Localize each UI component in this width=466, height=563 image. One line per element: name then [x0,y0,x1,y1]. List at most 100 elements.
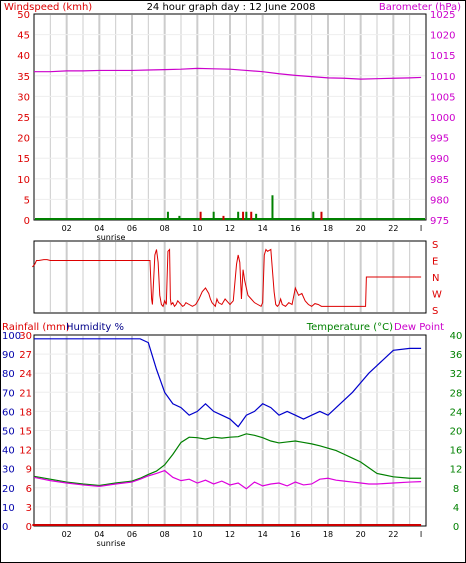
windspeed-bar [245,211,248,220]
barometer-tick-label: 985 [430,175,449,186]
windspeed-axis-label: Windspeed (kmh) [4,2,92,13]
humidity-tick-label: 30 [2,465,15,476]
direction-tick-label: N [432,273,439,284]
windspeed-bar [312,211,315,220]
x-tick-label: 10 [192,224,202,233]
humidity-tick-label: 70 [2,388,15,399]
x-tick-label: 04 [94,530,104,539]
direction-tick-label: W [432,290,442,301]
rainfall-tick-label: 24 [19,369,32,380]
barometer-tick-label: 1010 [430,72,455,83]
windspeed-tick-label: 20 [17,134,30,145]
x-tick-label: 18 [323,224,333,233]
humidity-tick-label: 50 [2,427,15,438]
temperature-tick-label: 28 [450,388,463,399]
sunrise-label-bottom: sunrise [97,539,126,548]
barometer-tick-label: 980 [430,195,449,206]
rainfall-tick-label: 3 [26,503,32,514]
x-tick-label: 16 [290,224,300,233]
x-tick-label: 08 [160,530,170,539]
barometer-tick-label: 1000 [430,113,455,124]
barometer-axis-label: Barometer (hPa) [379,2,461,13]
rainfall-tick-label: 21 [19,388,32,399]
windspeed-tick-label: 30 [17,92,30,103]
gust-bar [250,211,253,220]
temperature-tick-label: 36 [450,350,463,361]
rainfall-tick-label: 0 [26,522,32,533]
temperature-tick-label: 4 [453,503,459,514]
humidity-tick-label: 10 [2,503,15,514]
direction-tick-label: E [432,257,438,268]
windspeed-tick-label: 50 [17,10,30,21]
windspeed-tick-label: 5 [24,195,30,206]
barometer-line [34,67,422,80]
dew-point-axis-label: Dew Point [394,322,444,333]
x-tick-label: 10 [192,530,202,539]
temperature-axis-label: Temperature (°C) [306,322,393,333]
direction-tick-label: S [432,306,438,317]
gust-bar [222,215,225,220]
barometer-tick-label: 975 [430,216,449,227]
barometer-tick-label: 995 [430,134,449,145]
temperature-tick-label: 24 [450,407,463,418]
dew-point-line [33,469,422,490]
barometer-tick-label: 1020 [430,31,455,42]
x-tick-label: 20 [356,530,366,539]
sunrise-label-top: sunrise [97,233,126,242]
temperature-tick-label: 32 [450,369,463,380]
windspeed-tick-label: 45 [17,31,30,42]
rainfall-tick-label: 30 [19,331,32,342]
humidity-tick-label: 100 [2,331,21,342]
humidity-tick-label: 80 [2,369,15,380]
x-tick-label: 04 [94,224,104,233]
windspeed-bar [212,211,215,220]
temperature-tick-label: 16 [450,446,463,457]
rainfall-tick-label: 27 [19,350,32,361]
temperature-tick-label: 40 [450,331,463,342]
x-tick-label: 14 [258,224,268,233]
x-tick-label: I [420,530,422,539]
gust-bar [199,211,202,220]
x-tick-label: 22 [388,224,398,233]
rainfall-axis-label: Rainfall (mm) [2,322,70,333]
barometer-tick-label: 1005 [430,92,455,103]
rainfall-tick-label: 9 [26,465,32,476]
humidity-tick-label: 0 [2,522,8,533]
windspeed-bar [255,213,258,220]
x-tick-label: 18 [323,530,333,539]
rainfall-tick-label: 15 [19,427,32,438]
temperature-tick-label: 12 [450,465,463,476]
windspeed-tick-label: 15 [17,154,30,165]
chart-title: 24 hour graph day : 12 June 2008 [147,2,316,13]
humidity-line [34,338,422,428]
windspeed-tick-label: 35 [17,72,30,83]
x-tick-label: 06 [127,224,137,233]
rainfall-tick-label: 18 [19,407,32,418]
temperature-line [33,433,422,487]
x-tick-label: 02 [62,530,72,539]
barometer-tick-label: 990 [430,154,449,165]
direction-tick-label: S [432,240,438,251]
x-tick-label: 20 [356,224,366,233]
humidity-tick-label: 40 [2,446,15,457]
humidity-tick-label: 90 [2,350,15,361]
x-tick-label: 02 [62,224,72,233]
rainfall-tick-label: 6 [26,484,32,495]
humidity-tick-label: 20 [2,484,15,495]
gust-bar [320,211,323,220]
windspeed-bar [237,211,240,220]
x-tick-label: 08 [160,224,170,233]
barometer-tick-label: 1025 [430,10,455,21]
humidity-tick-label: 60 [2,407,15,418]
x-tick-label: 12 [225,530,235,539]
temperature-tick-label: 8 [453,484,459,495]
humidity-axis-label: Humidity % [66,322,124,333]
windspeed-bar [271,195,274,220]
temperature-tick-label: 0 [453,522,459,533]
x-tick-label: 12 [225,224,235,233]
temperature-tick-label: 20 [450,427,463,438]
windspeed-tick-label: 40 [17,51,30,62]
windspeed-tick-label: 10 [17,175,30,186]
rainfall-tick-label: 12 [19,446,32,457]
